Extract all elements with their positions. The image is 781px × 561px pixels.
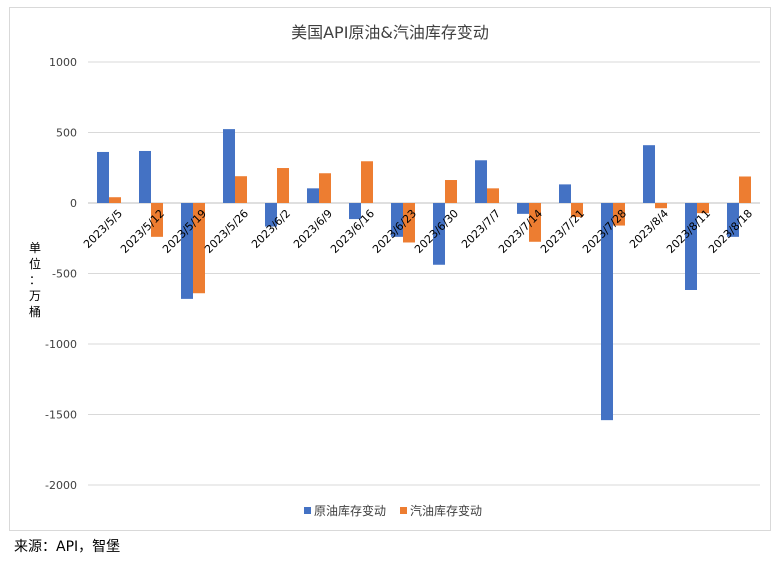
x-tick-label: 2023/5/26 bbox=[202, 207, 251, 256]
y-tick-label: -500 bbox=[52, 268, 77, 281]
bar-gasoline bbox=[487, 188, 499, 203]
bar-gasoline bbox=[613, 203, 625, 226]
x-tick-label: 2023/7/7 bbox=[459, 207, 503, 251]
bar-crude bbox=[601, 203, 613, 421]
bar-crude bbox=[265, 203, 277, 227]
bar-gasoline bbox=[151, 203, 163, 237]
y-tick-label: 1000 bbox=[49, 56, 77, 69]
y-tick-labels: 1000 500 0 -500 -1000 -1500 -2000 bbox=[45, 56, 77, 492]
bar-crude bbox=[685, 203, 697, 290]
gridlines bbox=[88, 61, 760, 486]
bar-crude bbox=[559, 184, 571, 203]
y-tick-label: 0 bbox=[70, 197, 77, 210]
bar-crude bbox=[391, 203, 403, 237]
bar-gasoline bbox=[109, 197, 121, 203]
bars bbox=[97, 129, 751, 421]
bar-gasoline bbox=[235, 176, 247, 203]
bar-gasoline bbox=[193, 203, 205, 294]
bar-gasoline bbox=[277, 168, 289, 203]
bar-crude bbox=[433, 203, 445, 265]
bar-crude bbox=[97, 151, 109, 203]
legend-label: 汽油库存变动 bbox=[410, 503, 482, 518]
bar-gasoline bbox=[445, 180, 457, 203]
bar-crude bbox=[475, 160, 487, 203]
source-note: 来源：API，智堡 bbox=[14, 539, 121, 555]
legend-label: 原油库存变动 bbox=[314, 503, 386, 518]
x-tick-label: 2023/7/21 bbox=[538, 207, 587, 256]
y-tick-label: 500 bbox=[56, 127, 77, 140]
bar-crude bbox=[223, 129, 235, 203]
y-tick-label: -1500 bbox=[45, 409, 77, 422]
bar-crude bbox=[727, 203, 739, 237]
bar-gasoline bbox=[361, 161, 373, 203]
bar-crude bbox=[307, 188, 319, 203]
bar-gasoline bbox=[403, 203, 415, 243]
bar-crude bbox=[643, 145, 655, 203]
bar-gasoline bbox=[697, 203, 709, 214]
chart-frame bbox=[9, 7, 771, 531]
y-tick-label: -2000 bbox=[45, 479, 77, 492]
legend-swatch bbox=[400, 507, 407, 514]
bar-crude bbox=[181, 203, 193, 299]
bar-gasoline bbox=[739, 176, 751, 203]
bar-gasoline bbox=[655, 203, 667, 209]
chart-title: 美国API原油&汽油库存变动 bbox=[291, 23, 489, 42]
bar-gasoline bbox=[319, 173, 331, 203]
legend-swatch bbox=[304, 507, 311, 514]
x-tick-label: 2023/6/9 bbox=[291, 207, 335, 251]
bar-gasoline bbox=[571, 203, 583, 218]
legend: 原油库存变动 汽油库存变动 bbox=[304, 503, 482, 518]
bar-crude bbox=[139, 150, 151, 203]
x-tick-label: 2023/8/4 bbox=[627, 207, 671, 251]
bar-gasoline bbox=[529, 203, 541, 242]
bar-crude bbox=[517, 203, 529, 214]
x-tick-label: 2023/5/5 bbox=[81, 207, 125, 251]
y-axis-label: 单位：万桶 bbox=[28, 241, 41, 319]
bar-crude bbox=[349, 203, 361, 220]
y-tick-label: -1000 bbox=[45, 338, 77, 351]
